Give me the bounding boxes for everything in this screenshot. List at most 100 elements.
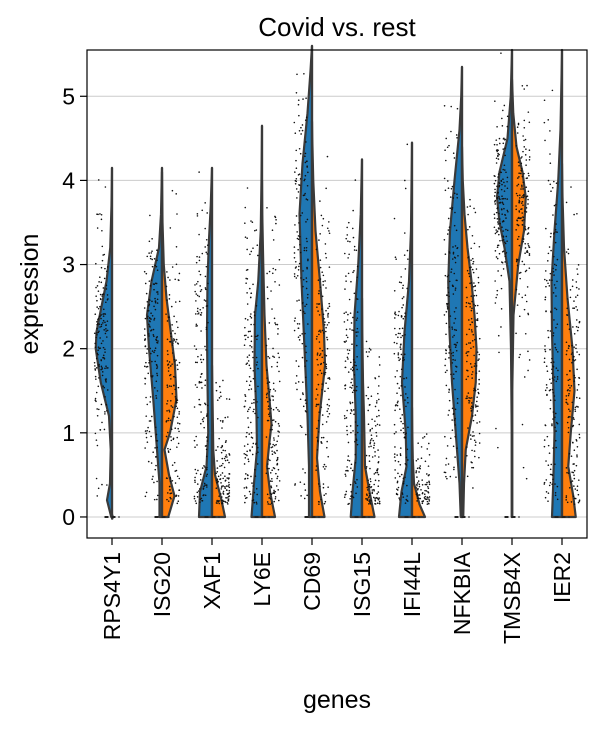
strip-point (449, 196, 452, 198)
strip-point (518, 197, 521, 199)
strip-point (543, 445, 546, 448)
strip-point (276, 361, 279, 364)
strip-point (96, 299, 98, 302)
violin-right-isg20 (160, 170, 178, 519)
strip-point (149, 420, 152, 422)
strip-point (365, 351, 368, 353)
strip-point (502, 250, 505, 252)
strip-point (215, 389, 218, 392)
strip-point (400, 394, 402, 397)
strip-point (551, 388, 554, 391)
strip-point (456, 107, 459, 110)
strip-point (174, 332, 176, 335)
strip-point (319, 331, 322, 333)
strip-point (393, 217, 396, 220)
strip-point (278, 380, 281, 383)
strip-point (99, 428, 101, 431)
strip-point (167, 370, 170, 372)
strip-point (376, 497, 379, 499)
strip-point (199, 498, 202, 501)
strip-point (394, 256, 397, 259)
strip-point (305, 345, 307, 348)
strip-point (576, 446, 579, 448)
strip-point (315, 403, 318, 406)
strip-point (306, 240, 308, 243)
strip-point (468, 266, 471, 269)
strip-point (472, 415, 474, 417)
strip-point (247, 458, 250, 461)
strip-point (178, 410, 181, 413)
strip-point (567, 379, 570, 382)
strip-point (171, 363, 173, 365)
strip-point (394, 312, 396, 315)
strip-point (495, 211, 498, 214)
strip-point (446, 294, 448, 296)
strip-point (472, 262, 474, 265)
strip-point (502, 235, 505, 237)
strip-point (455, 344, 457, 347)
strip-point (346, 234, 349, 236)
strip-point (352, 368, 355, 370)
strip-point (175, 193, 178, 195)
strip-point (193, 495, 196, 498)
strip-point (174, 482, 177, 484)
strip-point (345, 311, 347, 313)
strip-point (94, 399, 97, 401)
strip-point (171, 189, 174, 192)
strip-point (247, 360, 250, 362)
strip-point (569, 416, 571, 418)
strip-point (523, 88, 526, 90)
strip-point (495, 229, 497, 231)
strip-point (344, 252, 346, 255)
strip-point (215, 502, 218, 504)
strip-point (552, 365, 555, 368)
strip-point (416, 482, 419, 484)
strip-point (305, 303, 308, 306)
strip-point (356, 355, 358, 358)
strip-point (301, 124, 304, 126)
strip-point (497, 173, 500, 175)
strip-point (451, 185, 454, 188)
strip-point (343, 312, 346, 315)
strip-point (173, 315, 175, 318)
strip-point (103, 356, 105, 359)
y-tick-label: 3 (62, 252, 75, 278)
strip-point (97, 323, 99, 325)
strip-point (322, 332, 325, 334)
strip-point (195, 283, 198, 285)
strip-point (144, 430, 147, 432)
strip-point (498, 195, 500, 198)
strip-point (471, 257, 474, 260)
strip-point (450, 352, 453, 355)
x-tick-label-nfkbia: NFKBIA (449, 551, 475, 635)
strip-point (94, 346, 97, 349)
strip-point (207, 282, 209, 285)
strip-point (365, 340, 368, 343)
strip-point (474, 304, 477, 307)
strip-point (452, 251, 455, 254)
strip-point (273, 439, 275, 441)
strip-point (297, 99, 300, 101)
strip-point (450, 187, 453, 190)
strip-point (274, 216, 277, 219)
strip-point (172, 338, 175, 340)
strip-point (551, 279, 553, 282)
strip-point (454, 346, 457, 349)
strip-point (572, 441, 574, 444)
strip-point (265, 344, 268, 347)
strip-point (277, 435, 280, 437)
strip-point (98, 323, 101, 325)
strip-point (176, 416, 179, 419)
strip-point (552, 361, 555, 363)
strip-point (204, 246, 206, 248)
strip-point (520, 217, 522, 219)
strip-point (99, 347, 102, 349)
strip-point (496, 289, 499, 292)
strip-point (577, 501, 580, 504)
strip-point (296, 322, 299, 325)
strip-point (454, 388, 456, 391)
strip-point (506, 187, 509, 190)
strip-point (456, 341, 459, 344)
strip-point (350, 431, 352, 434)
strip-point (499, 198, 501, 201)
